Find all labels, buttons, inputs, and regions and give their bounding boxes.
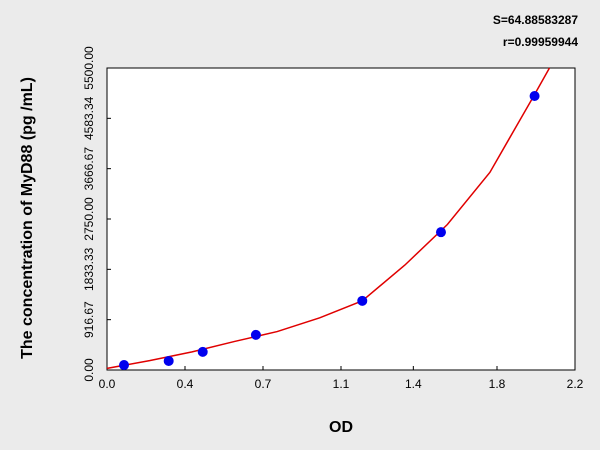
x-tick-label: 2.2 (567, 377, 584, 391)
y-tick-label: 1833.33 (82, 247, 96, 291)
y-tick-label: 5500.00 (82, 46, 96, 90)
plot-area (106, 67, 576, 371)
y-tick-label: 3666.67 (82, 147, 96, 191)
data-point (435, 227, 446, 238)
y-tick-label: 2750.00 (82, 197, 96, 241)
x-tick-label: 0.4 (177, 377, 194, 391)
y-tick-label: 916.67 (82, 301, 96, 338)
data-point (163, 355, 174, 366)
data-point (250, 329, 261, 340)
data-point (119, 360, 130, 371)
data-point (529, 91, 540, 102)
data-point (197, 346, 208, 357)
x-tick-label: 1.8 (489, 377, 506, 391)
fit-curve (106, 67, 551, 370)
x-tick-label: 0.0 (99, 377, 116, 391)
y-axis-label: The concentration of MyD88 (pg /mL) (19, 77, 36, 359)
x-tick-label: 0.7 (255, 377, 272, 391)
data-point (357, 295, 368, 306)
y-tick-label: 4583.34 (82, 96, 96, 140)
annotation: r=0.99959944 (503, 35, 578, 49)
x-axis-label: OD (329, 419, 353, 436)
y-tick-label: 0.00 (82, 358, 96, 382)
annotation: S=64.88583287 (493, 13, 578, 27)
x-tick-label: 1.1 (333, 377, 350, 391)
x-tick-label: 1.4 (405, 377, 422, 391)
